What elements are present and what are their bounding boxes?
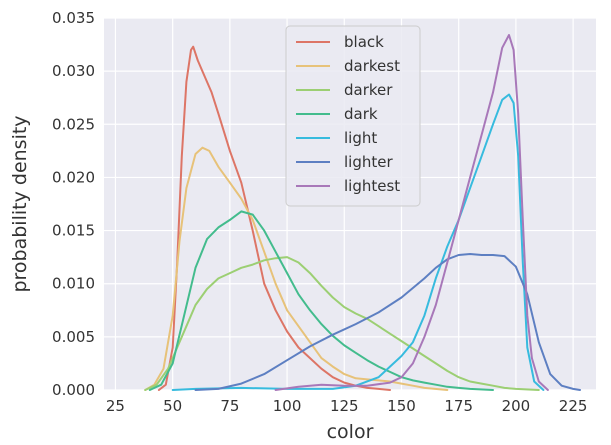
series-line-darker	[144, 256, 540, 391]
legend: black darkest darker dark light lighter lighte…	[285, 25, 421, 207]
legend-label-lighter: lighter	[344, 153, 393, 171]
y-axis-label: probability density	[9, 115, 31, 292]
x-tick-label: 125	[330, 397, 359, 415]
x-tick-labels: 25 50 75 100 125 150 175 200 225	[106, 397, 588, 415]
series-line-light	[171, 93, 545, 391]
x-tick-label: 150	[387, 397, 416, 415]
y-tick-label: 0.030	[52, 62, 95, 80]
x-tick-label: 25	[106, 397, 125, 415]
x-tick-label: 200	[502, 397, 531, 415]
x-axis-label: color	[327, 421, 374, 443]
series-line-darkest	[144, 146, 449, 391]
series-line-dark	[148, 210, 494, 391]
legend-label-darkest: darkest	[344, 57, 400, 75]
y-tick-label: 0.020	[52, 168, 95, 186]
y-tick-label: 0.005	[52, 328, 95, 346]
x-tick-label: 50	[163, 397, 182, 415]
legend-label-darker: darker	[344, 81, 393, 99]
y-tick-label: 0.035	[52, 9, 95, 27]
x-tick-label: 75	[220, 397, 239, 415]
x-tick-label: 225	[559, 397, 588, 415]
y-tick-label: 0.015	[52, 222, 95, 240]
legend-label-black: black	[344, 33, 384, 51]
series-lines	[144, 34, 581, 391]
legend-label-lightest: lightest	[344, 177, 400, 195]
x-tick-label: 175	[444, 397, 473, 415]
x-tick-label: 100	[273, 397, 302, 415]
series-line-black	[157, 45, 391, 391]
y-tick-label: 0.010	[52, 275, 95, 293]
legend-items: black darkest darker dark light lighter lighte…	[296, 33, 400, 195]
legend-label-dark: dark	[344, 105, 378, 123]
series-line-lightest	[274, 34, 549, 391]
y-tick-labels: 0.000 0.005 0.010 0.015 0.020 0.025 0.030 0.035	[52, 9, 95, 399]
y-tick-label: 0.000	[52, 381, 95, 399]
legend-label-light: light	[344, 129, 377, 147]
y-tick-label: 0.025	[52, 115, 95, 133]
